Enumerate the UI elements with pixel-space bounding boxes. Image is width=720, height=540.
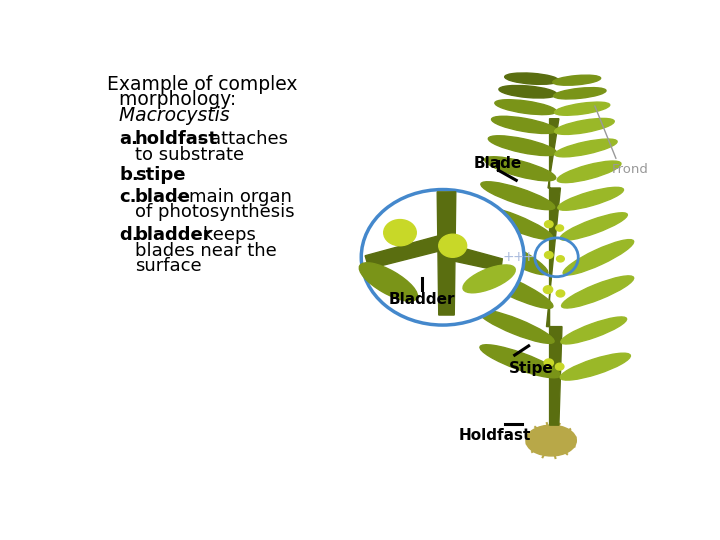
Ellipse shape: [492, 116, 557, 133]
Ellipse shape: [555, 139, 617, 157]
Ellipse shape: [384, 220, 416, 246]
Ellipse shape: [556, 225, 564, 231]
Ellipse shape: [359, 263, 418, 301]
Ellipse shape: [544, 221, 553, 228]
Ellipse shape: [361, 190, 524, 325]
Text: +: +: [503, 249, 514, 264]
Ellipse shape: [555, 363, 564, 370]
Text: Blade: Blade: [474, 156, 522, 171]
Text: +: +: [523, 249, 534, 264]
Ellipse shape: [481, 182, 554, 210]
Ellipse shape: [499, 85, 557, 98]
Text: +: +: [513, 249, 524, 264]
Ellipse shape: [563, 240, 634, 275]
Polygon shape: [546, 119, 562, 425]
Ellipse shape: [561, 317, 626, 344]
Ellipse shape: [553, 75, 600, 85]
Ellipse shape: [505, 73, 559, 84]
Ellipse shape: [562, 276, 634, 308]
Text: b.: b.: [120, 166, 139, 185]
Text: - main organ: - main organ: [171, 188, 292, 206]
Ellipse shape: [554, 118, 614, 134]
Ellipse shape: [556, 290, 564, 297]
Text: d.: d.: [120, 226, 139, 245]
Text: of photosynthesis: of photosynthesis: [135, 204, 294, 221]
Ellipse shape: [558, 187, 624, 210]
Text: Holdfast: Holdfast: [459, 428, 531, 443]
Ellipse shape: [472, 268, 553, 308]
Ellipse shape: [526, 425, 576, 456]
Text: Example of complex: Example of complex: [107, 75, 297, 94]
Text: Frond: Frond: [611, 163, 649, 176]
Ellipse shape: [477, 206, 552, 239]
Text: morphology:: morphology:: [107, 90, 236, 109]
Text: to substrate: to substrate: [135, 146, 244, 164]
Ellipse shape: [485, 157, 556, 181]
Text: bladder: bladder: [135, 226, 212, 245]
Ellipse shape: [488, 136, 557, 156]
Polygon shape: [454, 246, 503, 271]
Text: holdfast: holdfast: [135, 130, 218, 148]
Ellipse shape: [544, 252, 553, 259]
Ellipse shape: [557, 161, 621, 183]
Ellipse shape: [557, 256, 564, 262]
Polygon shape: [365, 236, 438, 269]
Ellipse shape: [560, 353, 631, 380]
Ellipse shape: [478, 310, 554, 343]
Text: stipe: stipe: [135, 166, 186, 185]
Ellipse shape: [544, 286, 553, 293]
Text: - attaches: - attaches: [192, 130, 287, 148]
Text: blade: blade: [135, 188, 191, 206]
Ellipse shape: [544, 359, 554, 367]
Ellipse shape: [495, 100, 557, 114]
Ellipse shape: [463, 265, 516, 293]
Text: surface: surface: [135, 257, 202, 275]
Text: a.: a.: [120, 130, 138, 148]
Ellipse shape: [438, 234, 467, 257]
Ellipse shape: [554, 87, 606, 99]
Text: Bladder: Bladder: [388, 292, 455, 307]
Text: blades near the: blades near the: [135, 242, 276, 260]
Text: c.: c.: [120, 188, 137, 206]
Ellipse shape: [554, 102, 610, 115]
Ellipse shape: [560, 213, 627, 240]
Text: - keeps: - keeps: [184, 226, 256, 245]
Ellipse shape: [472, 232, 548, 275]
Text: Macrocystis: Macrocystis: [107, 106, 230, 125]
Polygon shape: [437, 192, 456, 315]
Ellipse shape: [480, 345, 560, 378]
Text: Stipe: Stipe: [508, 361, 553, 376]
